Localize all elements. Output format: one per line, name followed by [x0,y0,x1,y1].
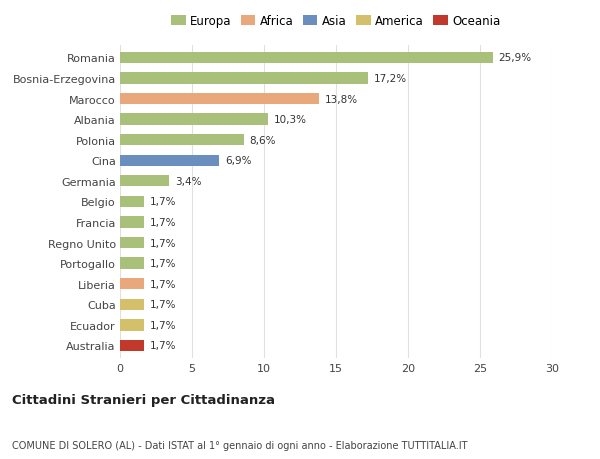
Bar [120,299,145,310]
Bar [120,258,145,269]
Text: COMUNE DI SOLERO (AL) - Dati ISTAT al 1° gennaio di ogni anno - Elaborazione TUT: COMUNE DI SOLERO (AL) - Dati ISTAT al 1°… [12,440,467,450]
Bar [120,94,319,105]
Bar [120,73,368,84]
Text: 17,2%: 17,2% [373,74,407,84]
Text: 1,7%: 1,7% [150,258,177,269]
Text: 3,4%: 3,4% [175,176,201,186]
Text: 10,3%: 10,3% [274,115,307,125]
Text: 1,7%: 1,7% [150,341,177,351]
Text: 1,7%: 1,7% [150,279,177,289]
Bar [120,217,145,228]
Bar [120,155,220,167]
Text: 1,7%: 1,7% [150,238,177,248]
Bar [120,237,145,249]
Bar [120,279,145,290]
Text: 25,9%: 25,9% [499,53,532,63]
Legend: Europa, Africa, Asia, America, Oceania: Europa, Africa, Asia, America, Oceania [172,15,500,28]
Bar [120,176,169,187]
Bar [120,53,493,64]
Text: 1,7%: 1,7% [150,197,177,207]
Text: 6,9%: 6,9% [225,156,251,166]
Bar [120,196,145,207]
Bar [120,134,244,146]
Text: 8,6%: 8,6% [250,135,276,146]
Bar [120,319,145,331]
Text: Cittadini Stranieri per Cittadinanza: Cittadini Stranieri per Cittadinanza [12,393,275,406]
Text: 1,7%: 1,7% [150,320,177,330]
Text: 1,7%: 1,7% [150,300,177,310]
Text: 13,8%: 13,8% [325,94,358,104]
Bar [120,340,145,351]
Bar [120,114,268,125]
Text: 1,7%: 1,7% [150,218,177,228]
